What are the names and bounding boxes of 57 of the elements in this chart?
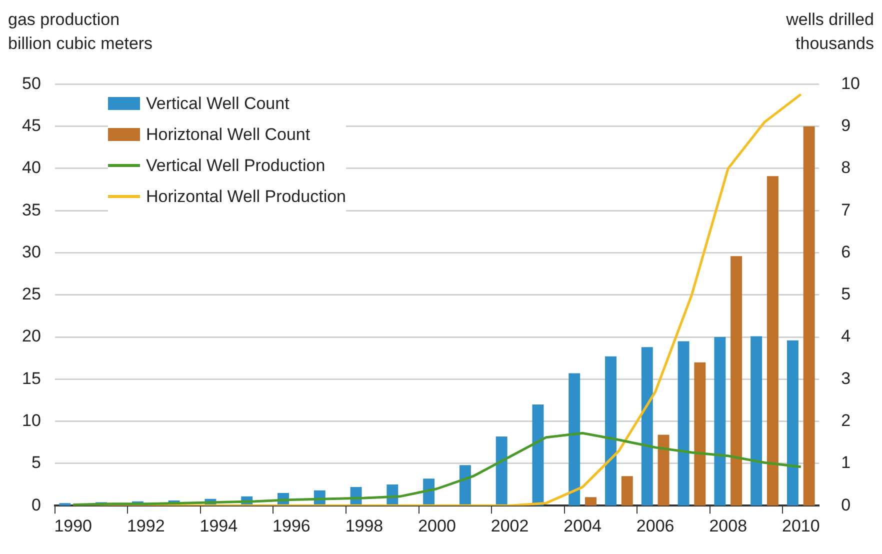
legend-label: Vertical Well Count [146, 93, 290, 115]
y-tick-label: 10 [22, 411, 41, 430]
y2-tick-label: 2 [841, 411, 851, 430]
y-tick-label: 0 [31, 495, 41, 514]
bar [59, 503, 71, 506]
y2-tick-label: 6 [841, 242, 851, 262]
bar [658, 434, 670, 506]
bar [585, 497, 596, 506]
y-tick-label: 35 [22, 200, 41, 220]
bar [750, 336, 762, 506]
y-tick-label: 15 [22, 368, 41, 388]
bar [678, 341, 690, 506]
bar [641, 347, 653, 506]
y-tick-label: 20 [22, 326, 41, 346]
y-tick-label: 45 [22, 116, 41, 136]
x-tick-label: 2008 [709, 516, 748, 536]
x-tick-label: 2004 [564, 516, 602, 536]
x-tick-label: 1998 [345, 516, 384, 536]
bar [766, 176, 778, 506]
y2-tick-label: 10 [841, 74, 860, 93]
bar [459, 465, 471, 506]
x-tick-label: 1992 [126, 516, 165, 536]
y2-tick-label: 9 [841, 116, 851, 136]
legend-label: Vertical Well Production [146, 155, 326, 177]
x-tick-label: 2010 [782, 516, 820, 536]
legend-label: Horizontal Well Production [146, 186, 346, 208]
x-tick-label: 2002 [490, 516, 529, 536]
y-tick-label: 25 [22, 284, 41, 304]
y2-tick-label: 5 [841, 284, 851, 304]
bar [786, 340, 798, 506]
y-axis-title: gas production billion cubic meters [8, 9, 154, 55]
bar [532, 404, 544, 506]
y2-tick-label: 1 [841, 453, 851, 472]
bar [621, 476, 633, 506]
legend-label: Horiztonal Well Count [146, 124, 310, 146]
y-tick-label: 30 [22, 242, 41, 262]
y2-tick-label: 7 [841, 200, 851, 220]
bar [605, 356, 616, 506]
y2-tick-label: 8 [841, 158, 851, 178]
bar [694, 362, 706, 506]
y2-tick-label: 0 [841, 495, 851, 514]
bar [568, 373, 580, 506]
x-tick-label: 1996 [272, 516, 310, 536]
bar [803, 126, 815, 506]
x-tick-label: 1994 [200, 516, 238, 536]
y-tick-label: 5 [31, 453, 41, 472]
x-tick-label: 2006 [636, 516, 674, 536]
y2-tick-label: 3 [841, 368, 851, 388]
bar [730, 256, 742, 506]
y-tick-label: 50 [22, 74, 41, 93]
x-tick-label: 2000 [418, 516, 456, 536]
y-tick-label: 40 [22, 158, 41, 178]
y2-tick-label: 4 [841, 326, 851, 346]
y2-axis-title: wells drilled thousands [785, 9, 874, 55]
bar [714, 337, 726, 506]
x-tick-label: 1990 [54, 516, 92, 536]
bar [496, 436, 508, 506]
